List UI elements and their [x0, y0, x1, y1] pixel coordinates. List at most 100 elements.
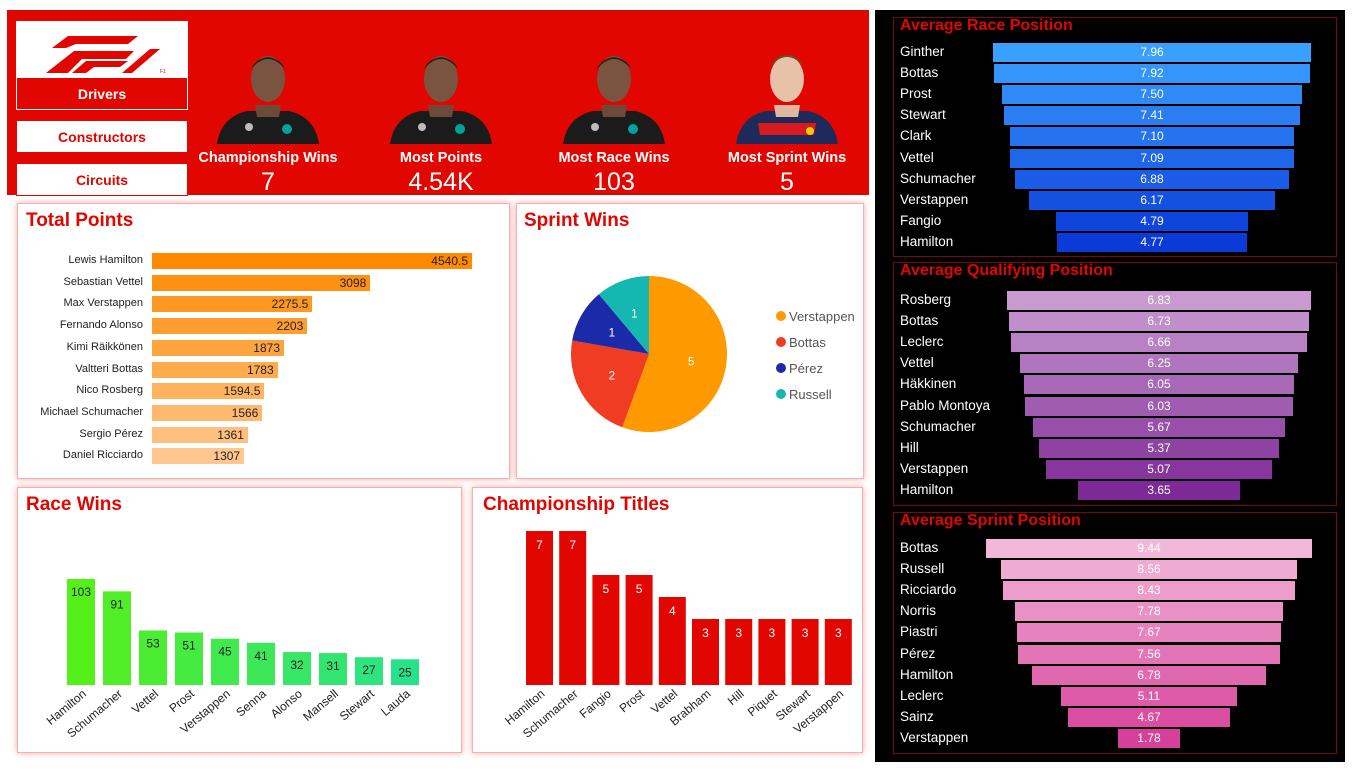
- legend-swatch: [776, 311, 786, 321]
- row-label: Hamilton: [900, 233, 954, 249]
- data-label: 7: [569, 538, 576, 552]
- bar: [692, 619, 719, 685]
- position-stats-column: Average Race Position Ginther 7.96 Bottas 7…: [875, 10, 1345, 762]
- kpi-value: 103: [593, 168, 635, 196]
- bar: 8.56: [1001, 560, 1297, 580]
- data-label: 5: [636, 582, 643, 596]
- bar: 4.77: [1056, 232, 1248, 252]
- avg-sprint-position-chart: Bottas 9.44 Russell 8.56 Ricciardo 8.43 Norris…: [894, 513, 1338, 755]
- row-label: Hill: [900, 439, 919, 455]
- data-label: 3098: [339, 275, 367, 290]
- bar-label: Fernando Alonso: [59, 319, 143, 332]
- data-label: 2275.5: [271, 297, 309, 312]
- row-label: Verstappen: [900, 729, 969, 745]
- header-banner: F1 Drivers Constructors Circuits Champio…: [7, 10, 869, 197]
- kpi-value: 5: [780, 168, 794, 196]
- data-label: 6.78: [1137, 667, 1161, 682]
- data-label: 7.67: [1137, 625, 1161, 640]
- data-label: 8.43: [1137, 583, 1161, 598]
- row-label: Schumacher: [900, 418, 976, 434]
- data-label: 7.10: [1140, 129, 1164, 144]
- total-points-panel: Total Points Lewis Hamilton 4540.5 Sebasti…: [17, 203, 510, 479]
- championship-titles-panel: Championship Titles 7 Hamilton 7 Schumacher…: [472, 487, 863, 753]
- bar: [67, 579, 95, 685]
- data-label: 7.41: [1140, 108, 1164, 123]
- kpi-value: 7: [261, 168, 275, 196]
- bar: [152, 448, 245, 465]
- data-label: 53: [146, 636, 160, 650]
- bar: 6.88: [1014, 169, 1290, 189]
- chart-title: Race Wins: [26, 494, 122, 515]
- nav-circuits-button[interactable]: Circuits: [16, 163, 188, 196]
- nav-drivers-button[interactable]: Drivers: [16, 77, 188, 110]
- bar: [152, 361, 278, 378]
- bar: 6.25: [1019, 354, 1299, 374]
- legend-swatch: [776, 337, 786, 347]
- bar: 6.17: [1028, 190, 1276, 210]
- data-label: 9.44: [1137, 541, 1161, 555]
- f1-logo: F1: [16, 21, 188, 87]
- data-label: 3.65: [1147, 482, 1171, 497]
- data-label: 6.05: [1147, 377, 1171, 392]
- bar: [139, 630, 167, 685]
- svg-text:F1: F1: [160, 69, 166, 75]
- bar: 8.43: [1003, 581, 1295, 601]
- data-label: 1361: [217, 427, 244, 442]
- data-label: 5.11: [1137, 688, 1161, 703]
- data-label: 7.50: [1140, 87, 1164, 102]
- data-label: 103: [71, 585, 91, 599]
- bar: 7.09: [1010, 148, 1294, 168]
- bar: [355, 657, 383, 685]
- bar: 6.83: [1007, 291, 1311, 310]
- bar: 7.96: [993, 43, 1311, 62]
- data-label: 7.56: [1137, 646, 1161, 661]
- data-label: 45: [218, 645, 232, 659]
- bar: [791, 619, 819, 685]
- row-label: Leclerc: [900, 687, 944, 703]
- bar: [211, 638, 239, 685]
- bar: [152, 253, 472, 269]
- category-label: Vettel: [129, 687, 161, 717]
- row-label: Fangio: [900, 212, 942, 228]
- kpi-label: Most Race Wins: [558, 150, 670, 166]
- bar: 5.07: [1046, 459, 1272, 479]
- bar: 6.66: [1010, 333, 1308, 353]
- legend-label: Russell: [789, 387, 832, 402]
- row-label: Hamilton: [900, 481, 954, 497]
- bar: [319, 653, 347, 685]
- total-points-chart: Lewis Hamilton 4540.5 Sebastian Vettel 3098…: [18, 204, 511, 480]
- row-label: Sainz: [900, 708, 934, 724]
- nav-constructors-button[interactable]: Constructors: [16, 120, 188, 153]
- kpi-most-points: Most Points 4.54K: [356, 45, 526, 197]
- race-wins-panel: Race Wins 103 Hamilton 91 Schumacher 53 Vette…: [17, 487, 462, 753]
- data-label: 1566: [231, 405, 259, 420]
- bar: [152, 426, 248, 443]
- row-label: Bottas: [900, 313, 939, 329]
- bar-label: Nico Rosberg: [76, 384, 143, 397]
- bar-label: Max Verstappen: [63, 297, 144, 310]
- bar: 9.44: [986, 539, 1312, 558]
- data-label: 31: [326, 659, 340, 673]
- pie-slice: [622, 276, 727, 432]
- category-label: Hill: [725, 687, 747, 708]
- row-label: Stewart: [900, 107, 946, 123]
- bar: [824, 619, 852, 685]
- bar: 7.78: [1014, 602, 1284, 622]
- avg-qualifying-position-panel: Average Qualifying Position Rosberg 6.83 B…: [893, 262, 1337, 506]
- bar: [103, 591, 131, 685]
- legend-swatch: [776, 389, 786, 399]
- data-label: 32: [290, 658, 304, 672]
- bar: 6.73: [1009, 312, 1309, 332]
- bar: [658, 597, 686, 685]
- data-label: 1873: [253, 340, 280, 355]
- data-label: 8.56: [1137, 562, 1161, 577]
- bar: 7.56: [1018, 644, 1280, 664]
- category-label: Stewart: [337, 686, 378, 723]
- row-label: Norris: [900, 603, 936, 619]
- legend-swatch: [776, 363, 786, 373]
- data-label: 1.78: [1137, 730, 1161, 745]
- driver-photo-icon: [563, 56, 665, 144]
- row-label: Pérez: [900, 645, 936, 661]
- legend-label: Bottas: [789, 335, 826, 350]
- row-label: Ginther: [900, 44, 945, 59]
